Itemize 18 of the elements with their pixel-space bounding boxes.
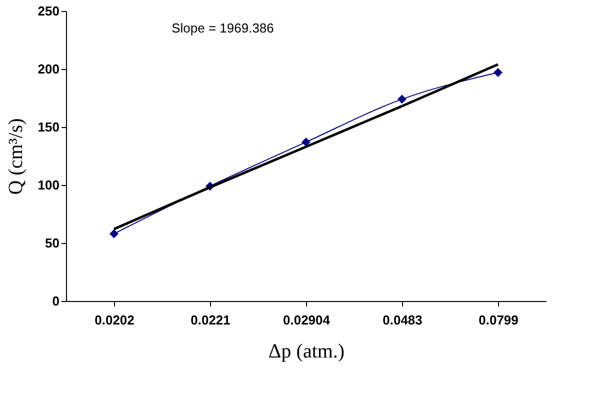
point: [110, 229, 118, 238]
y-tick-label: 50: [45, 236, 60, 250]
point: [398, 94, 406, 104]
y-tick-label: 250: [38, 4, 60, 18]
y-tick-label: 0: [52, 294, 60, 308]
y-tick-label: 150: [38, 120, 60, 134]
annotation: Slope = 1969.386: [172, 20, 274, 36]
y-tick-label: 200: [38, 62, 60, 76]
x-tick-label: 0.0221: [190, 312, 230, 328]
y-tick-label: 100: [38, 178, 60, 192]
x-tick-label: 0.0483: [382, 312, 422, 328]
x-tick-label: 0.0799: [478, 312, 518, 328]
x-tick-label: 0.02904: [283, 312, 331, 328]
y-axis-title: Q (cm³/s): [4, 118, 27, 195]
x-tick-label: 0.0202: [94, 312, 134, 328]
point: [494, 68, 502, 77]
point: [302, 138, 310, 147]
x-axis-title: Δp (atm.): [268, 340, 345, 362]
